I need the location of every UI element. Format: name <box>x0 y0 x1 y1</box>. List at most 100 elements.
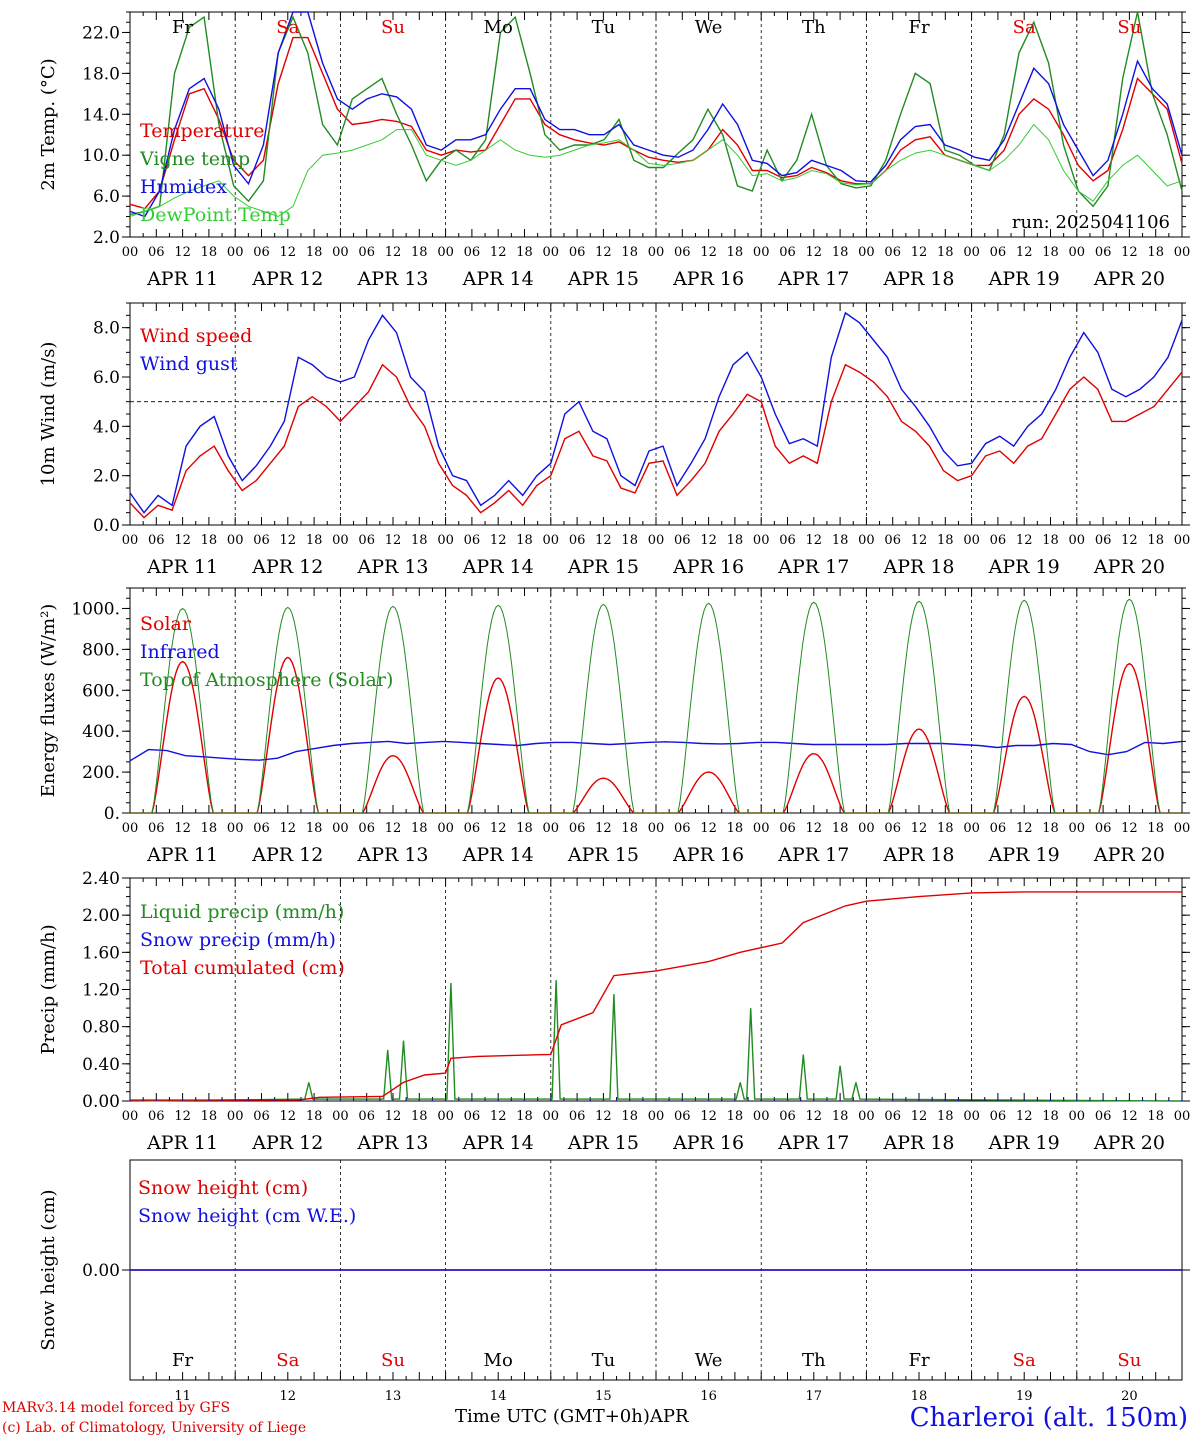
legend-wind-gust: Wind gust <box>140 353 238 375</box>
weekday-label-bottom: Mo <box>484 1350 513 1371</box>
date-label: APR 13 <box>356 1132 428 1154</box>
meteogram: 2.0 6.0 10.0 14.0 18.0 22.0 2m Temp. (°C) 00 06 1… <box>38 11 1190 1400</box>
date-label: APR 12 <box>251 268 323 290</box>
station-title: Charleroi (alt. 150m) <box>909 1403 1188 1433</box>
weekday-label-top: We <box>695 17 723 38</box>
hour-label: 06 <box>990 245 1007 260</box>
hour-label: 12 <box>595 245 612 260</box>
hour-label: 06 <box>464 1109 481 1124</box>
series-line-wind-speed <box>129 363 1183 519</box>
hour-label: 18 <box>306 1109 323 1124</box>
hour-label: 18 <box>621 533 638 548</box>
hour-label: 00 <box>227 245 244 260</box>
hour-label: 00 <box>227 821 244 836</box>
weekday-label-bottom: Fr <box>172 1350 193 1371</box>
series-line-wind-gust <box>129 311 1183 514</box>
hour-label: 18 <box>411 245 428 260</box>
hour-label: 00 <box>332 533 349 548</box>
date-label: APR 17 <box>777 556 849 578</box>
hour-label: 00 <box>753 1109 770 1124</box>
hour-label: 12 <box>174 245 191 260</box>
day-number-label: 13 <box>385 1389 402 1400</box>
hour-label: 18 <box>306 533 323 548</box>
hour-label: 12 <box>911 245 928 260</box>
weekday-label-top: Sa <box>276 17 299 38</box>
legend-total-cumulated-cm-: Total cumulated (cm) <box>140 957 345 979</box>
y-tick-label: 0.40 <box>82 1055 120 1075</box>
weekday-label-top: Su <box>381 17 405 38</box>
hour-label: 12 <box>280 821 297 836</box>
hour-label: 06 <box>674 245 691 260</box>
hour-label: 12 <box>700 821 717 836</box>
hour-label: 18 <box>1147 533 1164 548</box>
series-line-liquid-precip-mm-h- <box>129 980 1183 1102</box>
hour-label: 18 <box>1042 1109 1059 1124</box>
legend-humidex: Humidex <box>140 176 227 198</box>
date-label: APR 18 <box>882 844 954 866</box>
hour-label: 18 <box>727 1109 744 1124</box>
panel-frame-energy <box>129 587 1183 814</box>
weekday-label-bottom: Su <box>381 1350 405 1371</box>
date-label: APR 13 <box>356 268 428 290</box>
hour-label: 18 <box>201 821 218 836</box>
date-label: APR 11 <box>146 556 218 578</box>
date-label: APR 14 <box>462 556 534 578</box>
hour-label: 00 <box>543 245 560 260</box>
hour-label: 06 <box>779 821 796 836</box>
hour-label: 12 <box>385 821 402 836</box>
hour-label: 06 <box>674 533 691 548</box>
hour-label: 18 <box>516 533 533 548</box>
y-axis-label: 10m Wind (m/s) <box>38 342 59 487</box>
hour-label: 06 <box>1095 245 1112 260</box>
hour-label: 12 <box>806 245 823 260</box>
legend-infrared: Infrared <box>140 641 220 663</box>
hour-label: 06 <box>1095 821 1112 836</box>
hour-label: 00 <box>648 245 665 260</box>
hour-label: 00 <box>122 533 139 548</box>
y-tick-label: 18.0 <box>82 64 120 84</box>
run-annotation: run: 2025041106 <box>1012 212 1170 233</box>
y-axis-label: 2m Temp. (°C) <box>38 58 59 190</box>
y-tick-label: 0.00 <box>82 1261 120 1281</box>
hour-label: 18 <box>832 245 849 260</box>
hour-label: 06 <box>779 245 796 260</box>
hour-label: 00 <box>543 533 560 548</box>
hour-label: 12 <box>1016 245 1033 260</box>
hour-label: 18 <box>1042 533 1059 548</box>
legend-solar: Solar <box>140 613 192 635</box>
hour-label: 06 <box>779 1109 796 1124</box>
hour-label: 18 <box>937 821 954 836</box>
date-label: APR 12 <box>251 1132 323 1154</box>
y-tick-label: 1.20 <box>82 981 120 1001</box>
hour-label: 00 <box>648 1109 665 1124</box>
day-number-label: 19 <box>1016 1389 1033 1400</box>
weekday-label-top: Tu <box>592 17 616 38</box>
hour-label: 12 <box>280 245 297 260</box>
hour-label: 12 <box>385 533 402 548</box>
date-label: APR 19 <box>988 556 1060 578</box>
y-tick-label: 200. <box>82 763 120 783</box>
date-label: APR 11 <box>146 844 218 866</box>
weekday-label-bottom: We <box>695 1350 723 1371</box>
hour-label: 00 <box>437 821 454 836</box>
date-label: APR 15 <box>567 556 639 578</box>
date-label: APR 16 <box>672 268 744 290</box>
hour-label: 00 <box>648 821 665 836</box>
month-label: APR <box>649 1406 689 1427</box>
hour-label: 12 <box>911 1109 928 1124</box>
hour-label: 18 <box>621 245 638 260</box>
legend-snow-precip-mm-h-: Snow precip (mm/h) <box>140 929 336 951</box>
y-tick-label: 10.0 <box>82 146 120 166</box>
weekday-label-top: Sa <box>1013 17 1036 38</box>
hour-label: 12 <box>1121 821 1138 836</box>
date-label: APR 17 <box>777 1132 849 1154</box>
weekday-label-bottom: Sa <box>276 1350 299 1371</box>
hour-label: 06 <box>358 245 375 260</box>
hour-label: 00 <box>753 821 770 836</box>
hour-label: 12 <box>385 1109 402 1124</box>
hour-label: 06 <box>148 1109 165 1124</box>
hour-label: 06 <box>148 245 165 260</box>
hour-label: 18 <box>411 1109 428 1124</box>
hour-label: 00 <box>858 1109 875 1124</box>
date-label: APR 14 <box>462 844 534 866</box>
